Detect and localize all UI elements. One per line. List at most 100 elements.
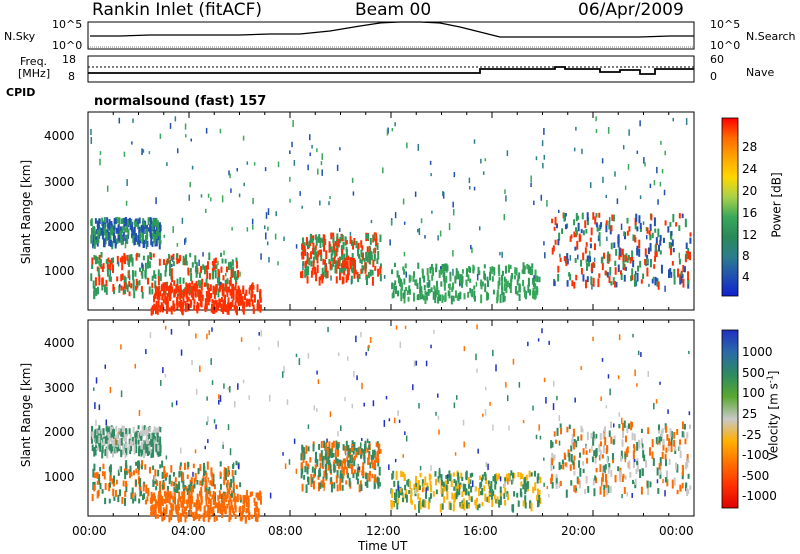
scatter-cell (472, 264, 475, 272)
scatter-cell (475, 499, 478, 506)
scatter-cell (592, 431, 595, 439)
scatter-cell (373, 461, 376, 469)
scatter-cell (184, 238, 186, 245)
scatter-cell (664, 285, 666, 292)
scatter-cell (347, 451, 350, 457)
scatter-cell (538, 424, 540, 431)
scatter-cell (158, 426, 161, 431)
scatter-cell (511, 479, 513, 485)
scatter-cell (481, 501, 484, 507)
scatter-cell (427, 501, 430, 510)
scatter-cell (428, 497, 431, 503)
scatter-cell (601, 454, 604, 459)
scatter-cell (92, 432, 95, 440)
scatter-cell (141, 271, 144, 279)
scatter-cell (173, 290, 176, 298)
scatter-cell (649, 258, 652, 268)
scatter-cell (424, 492, 427, 499)
scatter-cell (452, 268, 454, 276)
scatter-cell (155, 486, 158, 491)
scatter-cell (130, 492, 133, 500)
scatter-cell (649, 242, 652, 252)
scatter-cell (634, 237, 637, 243)
scatter-cell (398, 277, 401, 286)
scatter-cell (367, 453, 370, 460)
scatter-cell (618, 334, 621, 341)
scatter-cell (245, 289, 248, 296)
scatter-cell (121, 496, 124, 504)
scatter-cell (351, 403, 354, 409)
scatter-cell (139, 478, 142, 487)
scatter-cell (630, 421, 633, 431)
scatter-cell (645, 459, 648, 468)
scatter-cell (192, 285, 195, 291)
scatter-cell (132, 437, 135, 442)
scatter-cell (594, 216, 597, 225)
scatter-cell (553, 454, 556, 461)
scatter-cell (295, 244, 298, 249)
power-cbar-tick-16: 16 (742, 206, 758, 220)
scatter-cell (227, 499, 230, 506)
scatter-cell (601, 262, 604, 271)
scatter-cell (176, 278, 179, 287)
scatter-cell (365, 234, 368, 239)
scatter-cell (637, 350, 640, 356)
scatter-cell (427, 274, 430, 281)
scatter-cell (101, 231, 104, 240)
scatter-cell (589, 182, 592, 189)
scatter-cell (150, 511, 153, 517)
scatter-cell (421, 294, 424, 300)
scatter-cell (313, 247, 316, 256)
freq-label-2: [MHz] (18, 67, 51, 80)
scatter-cell (368, 451, 371, 456)
scatter-cell (179, 462, 182, 467)
scatter-cell (124, 282, 127, 289)
scatter-cell (176, 483, 178, 491)
scatter-cell (390, 500, 393, 510)
scatter-cell (585, 279, 588, 289)
scatter-cell (415, 279, 418, 286)
scatter-cell (432, 291, 435, 300)
scatter-cell (595, 448, 598, 457)
scatter-cell (143, 222, 146, 227)
scatter-cell (98, 218, 101, 225)
scatter-cell (571, 280, 574, 287)
scatter-cell (94, 239, 97, 245)
scatter-cell (406, 480, 409, 486)
scatter-cell (639, 222, 642, 229)
scatter-cell (98, 260, 100, 266)
scatter-cell (610, 469, 613, 478)
scatter-cell (634, 478, 637, 485)
scatter-cell (569, 236, 572, 242)
scatter-cell (618, 472, 621, 481)
scatter-cell (448, 470, 451, 478)
scatter-cell (492, 490, 495, 496)
scatter-cell (451, 492, 454, 500)
scatter-cell (574, 258, 577, 263)
scatter-cell (522, 279, 525, 287)
scatter-cell (224, 493, 227, 501)
scatter-cell (318, 276, 321, 286)
scatter-cell (320, 441, 323, 448)
scatter-cell (232, 507, 235, 514)
scatter-cell (322, 478, 325, 485)
scatter-cell (340, 265, 343, 274)
scatter-cell (179, 255, 182, 262)
scatter-cell (206, 510, 209, 518)
scatter-cell (592, 277, 595, 287)
scatter-cell (177, 498, 180, 507)
scatter-cell (358, 446, 361, 454)
scatter-cell (435, 263, 438, 270)
scatter-cell (582, 274, 585, 282)
scatter-cell (523, 289, 526, 298)
scatter-cell (106, 185, 109, 192)
scatter-cell (360, 454, 363, 459)
scatter-cell (425, 291, 428, 301)
scatter-cell (183, 462, 186, 470)
scatter-cell (122, 425, 125, 432)
scatter-cell (314, 250, 317, 259)
scatter-cell (347, 255, 350, 261)
scatter-cell (311, 466, 314, 473)
cpid-label: CPID (6, 86, 36, 99)
scatter-cell (164, 509, 167, 514)
